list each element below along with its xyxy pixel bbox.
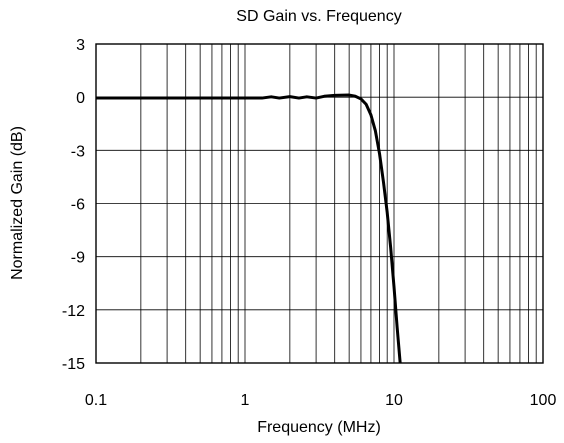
x-tick-label: 0.1	[85, 392, 107, 409]
grid	[96, 44, 543, 363]
plot-frame	[95, 43, 544, 364]
series-layer	[96, 93, 402, 364]
chart-title: SD Gain vs. Frequency	[236, 8, 401, 25]
y-tick-label: 0	[76, 90, 85, 107]
y-tick-label: -3	[71, 143, 85, 160]
y-tick-label: -12	[62, 303, 85, 320]
series-line	[96, 93, 402, 364]
y-tick-label: 3	[76, 37, 85, 54]
tick-labels: 0.1 1 10 100 3 0 -3 -6 -9 -12 -15	[62, 37, 557, 409]
x-axis-label: Frequency (MHz)	[257, 419, 381, 436]
y-axis-label: Normalized Gain (dB)	[9, 126, 26, 280]
y-tick-label: -6	[71, 197, 85, 214]
y-tick-label: -9	[71, 250, 85, 267]
y-tick-label: -15	[62, 356, 85, 373]
x-tick-label: 10	[385, 392, 403, 409]
x-tick-label: 1	[241, 392, 250, 409]
x-tick-label: 100	[530, 392, 557, 409]
